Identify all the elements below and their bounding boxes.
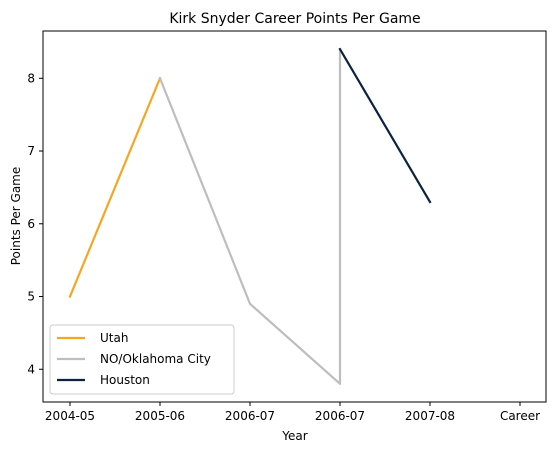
y-tick-label: 6 [27, 217, 35, 231]
legend: Utah NO/Oklahoma City Houston [49, 324, 235, 395]
series-line-1 [158, 48, 342, 385]
y-axis-ticks: 4 5 6 7 8 [27, 71, 43, 376]
legend-label-1: NO/Oklahoma City [100, 352, 211, 366]
y-tick-label: 7 [27, 144, 35, 158]
x-axis-ticks: 2004-05 2005-06 2006-07 2006-07 2007-08 Caree… [45, 402, 540, 423]
y-tick-label: 5 [27, 290, 35, 304]
y-tick-label: 8 [27, 71, 35, 85]
chart-title: Kirk Snyder Career Points Per Game [169, 11, 420, 27]
legend-label-2: Houston [100, 373, 150, 387]
x-tick-label: 2006-07 [225, 409, 275, 423]
x-tick-label: Career [500, 409, 540, 423]
legend-box [49, 324, 235, 395]
plot-frame [42, 30, 547, 403]
legend-label-0: Utah [100, 331, 128, 345]
series-line-0 [68, 76, 162, 298]
x-tick-label: 2004-05 [45, 409, 95, 423]
plot-lines [68, 47, 432, 385]
y-axis-title: Points Per Game [9, 167, 23, 266]
x-tick-label: 2005-06 [135, 409, 185, 423]
y-tick-label: 4 [27, 362, 35, 376]
series-line-2 [338, 47, 432, 204]
x-tick-label: 2007-08 [405, 409, 455, 423]
x-tick-label: 2006-07 [315, 409, 365, 423]
x-axis-title: Year [281, 429, 307, 443]
